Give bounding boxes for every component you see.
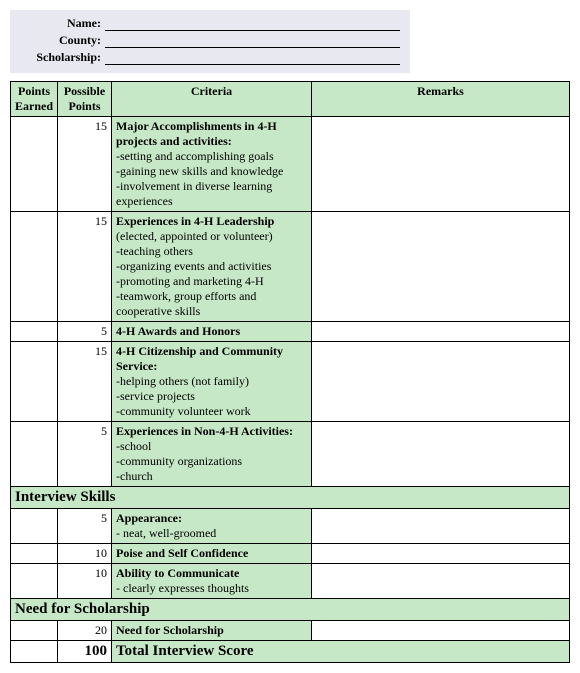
remarks-cell[interactable] xyxy=(312,212,570,322)
form-row-county: County: xyxy=(20,33,400,48)
form-row-scholarship: Scholarship: xyxy=(20,50,400,65)
section-title: Need for Scholarship xyxy=(11,599,570,621)
table-row: 10Poise and Self Confidence xyxy=(11,544,570,564)
input-line-county[interactable] xyxy=(105,34,400,48)
remarks-cell[interactable] xyxy=(312,544,570,564)
table-row: 5Experiences in Non-4-H Activities:-scho… xyxy=(11,422,570,487)
label-scholarship: Scholarship: xyxy=(20,50,105,65)
section-title: Interview Skills xyxy=(11,487,570,509)
form-header: Name: County: Scholarship: xyxy=(10,10,410,73)
header-earned: Points Earned xyxy=(11,82,58,117)
table-row: 54-H Awards and Honors xyxy=(11,322,570,342)
label-name: Name: xyxy=(20,16,105,31)
table-row: 154-H Citizenship and Community Service:… xyxy=(11,342,570,422)
table-row: 15Experiences in 4-H Leadership (elected… xyxy=(11,212,570,322)
criteria-cell: 4-H Awards and Honors xyxy=(112,322,312,342)
possible-cell: 10 xyxy=(58,564,112,599)
earned-cell[interactable] xyxy=(11,117,58,212)
criteria-cell: 4-H Citizenship and Community Service:-h… xyxy=(112,342,312,422)
possible-cell: 20 xyxy=(58,621,112,641)
remarks-cell[interactable] xyxy=(312,621,570,641)
possible-cell: 15 xyxy=(58,117,112,212)
remarks-cell[interactable] xyxy=(312,509,570,544)
criteria-cell: Poise and Self Confidence xyxy=(112,544,312,564)
header-remarks: Remarks xyxy=(312,82,570,117)
criteria-cell: Experiences in Non-4-H Activities:-schoo… xyxy=(112,422,312,487)
earned-cell[interactable] xyxy=(11,621,58,641)
remarks-cell[interactable] xyxy=(312,117,570,212)
header-possible: Possible Points xyxy=(58,82,112,117)
possible-cell: 10 xyxy=(58,544,112,564)
total-earned-cell[interactable] xyxy=(11,641,58,663)
section-interview-skills: Interview Skills xyxy=(11,487,570,509)
possible-cell: 15 xyxy=(58,212,112,322)
total-label: Total Interview Score xyxy=(112,641,570,663)
label-county: County: xyxy=(20,33,105,48)
total-points: 100 xyxy=(58,641,112,663)
remarks-cell[interactable] xyxy=(312,342,570,422)
score-table: Points Earned Possible Points Criteria R… xyxy=(10,81,570,663)
section-need-scholarship: Need for Scholarship xyxy=(11,599,570,621)
possible-cell: 5 xyxy=(58,322,112,342)
criteria-cell: Major Accomplishments in 4-H projects an… xyxy=(112,117,312,212)
total-row: 100 Total Interview Score xyxy=(11,641,570,663)
possible-cell: 5 xyxy=(58,422,112,487)
table-row: 15Major Accomplishments in 4-H projects … xyxy=(11,117,570,212)
earned-cell[interactable] xyxy=(11,564,58,599)
earned-cell[interactable] xyxy=(11,544,58,564)
table-row: 20Need for Scholarship xyxy=(11,621,570,641)
criteria-cell: Appearance:- neat, well-groomed xyxy=(112,509,312,544)
table-row: 10Ability to Communicate- clearly expres… xyxy=(11,564,570,599)
header-criteria: Criteria xyxy=(112,82,312,117)
earned-cell[interactable] xyxy=(11,212,58,322)
table-row: 5Appearance:- neat, well-groomed xyxy=(11,509,570,544)
remarks-cell[interactable] xyxy=(312,322,570,342)
form-row-name: Name: xyxy=(20,16,400,31)
remarks-cell[interactable] xyxy=(312,564,570,599)
earned-cell[interactable] xyxy=(11,342,58,422)
possible-cell: 5 xyxy=(58,509,112,544)
possible-cell: 15 xyxy=(58,342,112,422)
criteria-cell: Experiences in 4-H Leadership (elected, … xyxy=(112,212,312,322)
criteria-cell: Ability to Communicate- clearly expresse… xyxy=(112,564,312,599)
remarks-cell[interactable] xyxy=(312,422,570,487)
earned-cell[interactable] xyxy=(11,509,58,544)
earned-cell[interactable] xyxy=(11,322,58,342)
earned-cell[interactable] xyxy=(11,422,58,487)
header-row: Points Earned Possible Points Criteria R… xyxy=(11,82,570,117)
input-line-scholarship[interactable] xyxy=(105,51,400,65)
input-line-name[interactable] xyxy=(105,17,400,31)
criteria-cell: Need for Scholarship xyxy=(112,621,312,641)
